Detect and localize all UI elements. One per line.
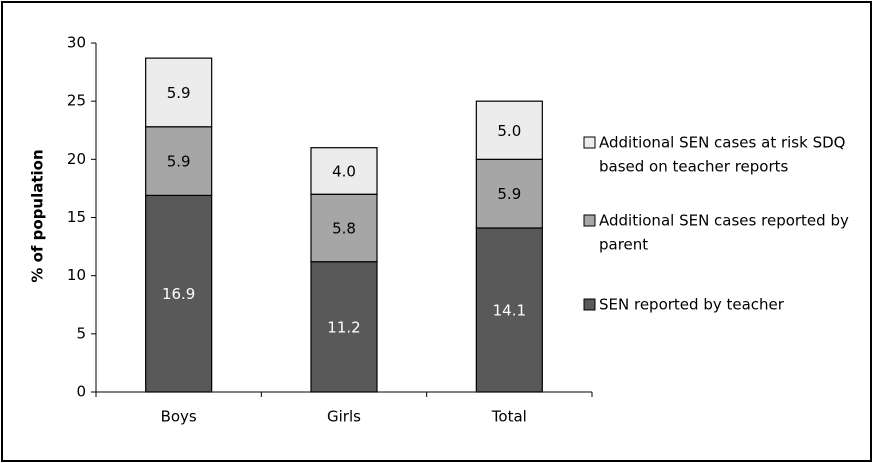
bar-segment [310,147,378,195]
data-label: 16.9 [162,285,195,303]
legend-swatch [583,136,596,149]
data-label: 5.0 [497,122,521,140]
y-tick-label: 5 [76,324,86,342]
data-label: 5.9 [497,185,521,203]
legend-swatch [583,298,596,311]
data-label: 5.9 [167,153,191,171]
bar-segment [145,126,213,196]
legend-label: Additional SEN cases reported by [599,212,849,230]
legend-label: SEN reported by teacher [599,296,785,314]
x-category-label: Total [491,408,527,426]
y-tick-label: 15 [67,208,86,226]
y-tick-label: 20 [67,150,86,168]
bar-segment [310,193,378,263]
y-tick-label: 30 [67,34,86,52]
y-axis-title: % of population [29,149,47,282]
data-label: 11.2 [327,318,360,336]
data-label: 5.9 [167,84,191,102]
bar-segment [475,158,543,229]
bar-segment [475,100,543,160]
x-category-label: Girls [327,408,361,426]
y-tick-label: 10 [67,266,86,284]
bar-segment [475,227,543,393]
data-label: 14.1 [493,301,526,319]
bar-segment [145,57,213,128]
legend-swatch [583,214,596,227]
bar-segment [145,194,213,393]
plot-area: 0 5 10 15 20 25 30 16.9 5.9 5.9 Boys 11.2 5.8 4.0 Girl… [67,34,593,426]
y-tick-label: 25 [67,92,86,110]
bar-segment [310,261,378,393]
legend-label: based on teacher reports [599,158,789,176]
data-label: 5.8 [332,219,356,237]
legend-label: Additional SEN cases at risk SDQ [599,134,845,152]
x-category-label: Boys [161,408,197,426]
legend-label: parent [599,236,648,254]
legend: Additional SEN cases at risk SDQ based on… [583,134,849,314]
y-tick-label: 0 [76,383,86,401]
data-label: 4.0 [332,162,356,180]
